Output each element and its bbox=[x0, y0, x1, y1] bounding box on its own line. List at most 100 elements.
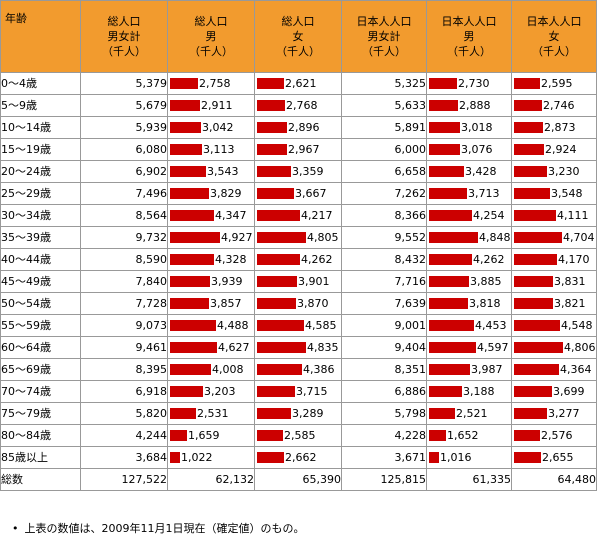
jp-male-value: 3,018 bbox=[461, 121, 493, 134]
female-cell: 4,805 bbox=[254, 226, 342, 249]
table-row: 35～39歳 9,732 4,927 4,805 9,552 4,848 4,704 bbox=[0, 226, 597, 249]
male-cell: 1,022 bbox=[167, 446, 255, 469]
jp-female-bar bbox=[514, 122, 543, 133]
jp-female-cell: 2,595 bbox=[511, 72, 597, 95]
jp-total-cell: 6,886 bbox=[341, 380, 427, 403]
male-value: 1,659 bbox=[188, 429, 220, 442]
female-value: 2,585 bbox=[284, 429, 316, 442]
jp-male-cell: 4,848 bbox=[426, 226, 512, 249]
table-row: 15～19歳 6,080 3,113 2,967 6,000 3,076 2,924 bbox=[0, 138, 597, 161]
jp-female-value: 3,831 bbox=[554, 275, 586, 288]
jp-female-cell: 3,821 bbox=[511, 292, 597, 315]
female-bar bbox=[257, 364, 302, 375]
jp-female-value: 3,699 bbox=[553, 385, 585, 398]
male-cell: 3,829 bbox=[167, 182, 255, 205]
male-cell: 2,758 bbox=[167, 72, 255, 95]
age-cell: 5～9歳 bbox=[0, 94, 81, 117]
male-value: 3,543 bbox=[207, 165, 239, 178]
jp-male-cell: 4,262 bbox=[426, 248, 512, 271]
jp-female-cell: 4,704 bbox=[511, 226, 597, 249]
female-bar bbox=[257, 166, 291, 177]
male-bar bbox=[170, 320, 216, 331]
male-cell: 4,927 bbox=[167, 226, 255, 249]
jp-female-value: 4,364 bbox=[560, 363, 592, 376]
jp-male-value: 4,848 bbox=[479, 231, 511, 244]
table-row: 5～9歳 5,679 2,911 2,768 5,633 2,888 2,746 bbox=[0, 94, 597, 117]
age-cell: 20～24歳 bbox=[0, 160, 81, 183]
female-bar bbox=[257, 276, 297, 287]
jp-male-cell: 3,818 bbox=[426, 292, 512, 315]
jp-female-value: 2,655 bbox=[542, 451, 574, 464]
age-cell: 80～84歳 bbox=[0, 424, 81, 447]
total-cell: 7,728 bbox=[80, 292, 168, 315]
total-cell: 9,461 bbox=[80, 336, 168, 359]
total-value: 125,815 bbox=[341, 468, 427, 491]
jp-female-value: 3,230 bbox=[548, 165, 580, 178]
male-bar bbox=[170, 254, 214, 265]
jp-male-cell: 2,521 bbox=[426, 402, 512, 425]
female-bar bbox=[257, 430, 283, 441]
jp-female-bar bbox=[514, 78, 540, 89]
age-cell: 15～19歳 bbox=[0, 138, 81, 161]
jp-total-cell: 7,262 bbox=[341, 182, 427, 205]
female-cell: 4,585 bbox=[254, 314, 342, 337]
jp-female-cell: 4,111 bbox=[511, 204, 597, 227]
jp-male-bar bbox=[429, 342, 476, 353]
age-cell: 45～49歳 bbox=[0, 270, 81, 293]
jp-total-cell: 8,366 bbox=[341, 204, 427, 227]
jp-female-cell: 3,277 bbox=[511, 402, 597, 425]
jp-male-cell: 2,888 bbox=[426, 94, 512, 117]
age-cell: 10～14歳 bbox=[0, 116, 81, 139]
jp-total-cell: 5,325 bbox=[341, 72, 427, 95]
jp-male-value: 2,888 bbox=[459, 99, 491, 112]
jp-female-value: 2,576 bbox=[541, 429, 573, 442]
jp-female-value: 4,704 bbox=[563, 231, 595, 244]
jp-female-bar bbox=[514, 298, 553, 309]
jp-female-cell: 3,699 bbox=[511, 380, 597, 403]
male-bar bbox=[170, 364, 211, 375]
male-value: 4,627 bbox=[218, 341, 250, 354]
jp-total-cell: 3,671 bbox=[341, 446, 427, 469]
male-cell: 3,857 bbox=[167, 292, 255, 315]
male-bar bbox=[170, 386, 203, 397]
jp-total-cell: 5,633 bbox=[341, 94, 427, 117]
total-cell: 3,684 bbox=[80, 446, 168, 469]
jp-male-cell: 4,597 bbox=[426, 336, 512, 359]
jp-male-bar bbox=[429, 100, 458, 111]
jp-male-value: 3,188 bbox=[463, 385, 495, 398]
female-value: 3,667 bbox=[295, 187, 327, 200]
table-row: 25～29歳 7,496 3,829 3,667 7,262 3,713 3,548 bbox=[0, 182, 597, 205]
totals-row: 総数 127,522 62,132 65,390 125,815 61,335 … bbox=[0, 468, 597, 491]
female-value: 3,901 bbox=[298, 275, 330, 288]
male-bar bbox=[170, 122, 201, 133]
total-value: 61,335 bbox=[426, 468, 512, 491]
jp-male-cell: 3,076 bbox=[426, 138, 512, 161]
jp-female-bar bbox=[514, 100, 542, 111]
female-value: 3,870 bbox=[297, 297, 329, 310]
female-cell: 4,835 bbox=[254, 336, 342, 359]
male-value: 1,022 bbox=[181, 451, 213, 464]
male-cell: 2,531 bbox=[167, 402, 255, 425]
male-value: 2,531 bbox=[197, 407, 229, 420]
female-value: 4,262 bbox=[301, 253, 333, 266]
age-cell: 60～64歳 bbox=[0, 336, 81, 359]
total-value: 64,480 bbox=[511, 468, 597, 491]
jp-female-cell: 4,170 bbox=[511, 248, 597, 271]
female-cell: 3,901 bbox=[254, 270, 342, 293]
jp-female-value: 2,746 bbox=[543, 99, 575, 112]
total-cell: 6,902 bbox=[80, 160, 168, 183]
jp-male-bar bbox=[429, 430, 446, 441]
jp-male-bar bbox=[429, 408, 455, 419]
male-value: 3,113 bbox=[203, 143, 235, 156]
jp-male-value: 2,730 bbox=[458, 77, 490, 90]
header-jp-male: 日本人人口男（千人） bbox=[426, 0, 512, 73]
female-value: 2,768 bbox=[286, 99, 318, 112]
jp-male-value: 3,885 bbox=[470, 275, 502, 288]
female-cell: 2,621 bbox=[254, 72, 342, 95]
jp-male-bar bbox=[429, 232, 478, 243]
male-bar bbox=[170, 408, 196, 419]
jp-total-cell: 7,716 bbox=[341, 270, 427, 293]
population-table: 年齢 総人口 男女計 （千人） 総人口男（千人） 総人口女（千人） 日本人人口 男女計… bbox=[0, 0, 597, 491]
male-cell: 2,911 bbox=[167, 94, 255, 117]
total-cell: 5,379 bbox=[80, 72, 168, 95]
